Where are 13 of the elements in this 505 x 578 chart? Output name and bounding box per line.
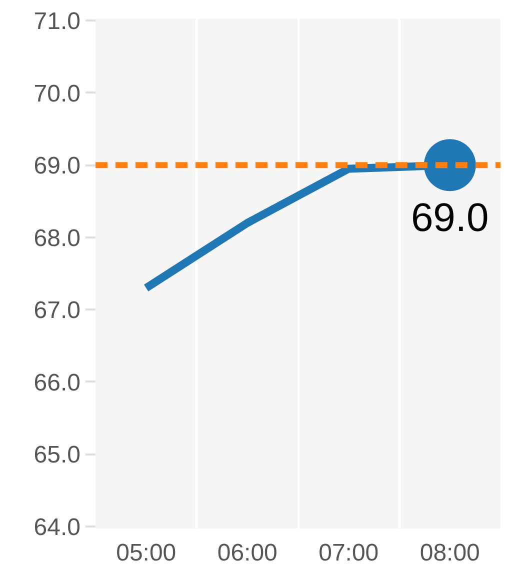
y-tick-label: 67.0 [34,297,81,324]
y-tick-label: 65.0 [34,442,81,469]
y-tick-label: 71.0 [34,8,81,36]
x-tick-label: 06:00 [217,540,278,566]
x-tick-label: 07:00 [318,540,379,566]
y-tick-label: 70.0 [34,80,81,108]
y-tick-label: 66.0 [34,369,81,396]
data-label: 69.0 [410,196,489,240]
y-tick-label: 69.0 [34,152,81,180]
x-tick-label: 08:00 [420,540,480,566]
y-tick-label: 68.0 [34,224,81,252]
y-tick-label: 64.0 [34,514,81,541]
x-tick-label: 05:00 [116,540,176,566]
